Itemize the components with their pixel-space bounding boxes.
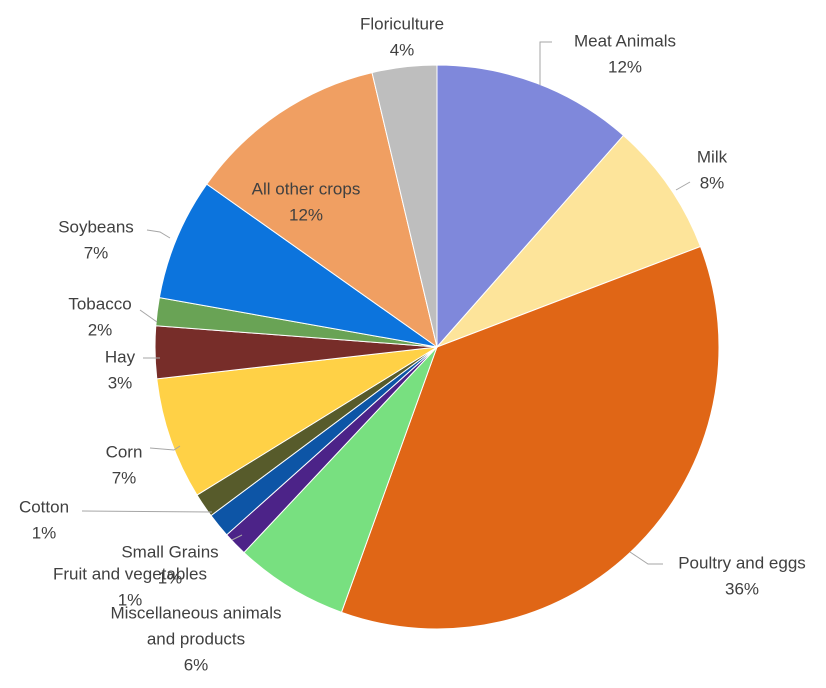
slice-label-fruit-and-vegetables: Fruit and vegetables bbox=[53, 564, 207, 583]
slice-percent-meat-animals: 12% bbox=[608, 57, 642, 76]
slice-percent-cotton: 1% bbox=[32, 523, 57, 542]
slice-labels: Meat Animals 12% Milk 8% Poultry and eggs 36%… bbox=[19, 14, 806, 674]
slice-label-floriculture: Floriculture bbox=[360, 14, 444, 33]
slice-label-milk: Milk bbox=[697, 147, 728, 166]
pie-slice-poultry-and-eggs bbox=[340, 245, 720, 630]
leader-line-poultry-and-eggs bbox=[629, 551, 663, 565]
slice-percent-all-other-crops: 12% bbox=[289, 205, 323, 224]
slice-percent-hay: 3% bbox=[108, 373, 133, 392]
slice-percent-tobacco: 2% bbox=[88, 320, 113, 339]
slice-percent-corn: 7% bbox=[112, 468, 137, 487]
pie-slices bbox=[154, 64, 720, 630]
slice-percent-fruit-and-vegetables: 1% bbox=[118, 590, 143, 609]
slice-label-miscellaneous-animals-and-products: and products bbox=[147, 629, 245, 648]
leader-lines bbox=[81, 41, 691, 565]
slice-label-poultry-and-eggs: Poultry and eggs bbox=[678, 553, 806, 572]
slice-label-soybeans: Soybeans bbox=[58, 217, 134, 236]
slice-label-miscellaneous-animals-and-products: Miscellaneous animals bbox=[110, 603, 281, 622]
slice-label-cotton: Cotton bbox=[19, 497, 69, 516]
leader-line-meat-animals bbox=[539, 41, 552, 85]
leader-line-milk bbox=[675, 181, 691, 191]
pie-slice-all-other-crops bbox=[206, 71, 438, 349]
pie-slice-milk bbox=[436, 134, 702, 348]
leader-line-tobacco bbox=[139, 309, 158, 323]
leader-line-soybeans bbox=[146, 229, 171, 239]
leader-line-corn bbox=[149, 445, 181, 451]
pie-slice-floriculture bbox=[371, 64, 438, 348]
slice-label-small-grains: Small Grains bbox=[121, 542, 218, 561]
slice-label-corn: Corn bbox=[106, 442, 143, 461]
slice-label-all-other-crops: All other crops bbox=[252, 179, 361, 198]
slice-percent-milk: 8% bbox=[700, 173, 725, 192]
pie-slice-miscellaneous-animals-and-products bbox=[243, 346, 438, 613]
leader-line-cotton bbox=[81, 510, 213, 513]
slice-percent-soybeans: 7% bbox=[84, 243, 109, 262]
leader-line-small-grains bbox=[231, 534, 243, 541]
pie-slice-soybeans bbox=[158, 183, 438, 348]
slice-label-tobacco: Tobacco bbox=[68, 294, 131, 313]
slice-percent-miscellaneous-animals-and-products: 6% bbox=[184, 655, 209, 674]
slice-percent-poultry-and-eggs: 36% bbox=[725, 579, 759, 598]
slice-percent-small-grains: 1% bbox=[158, 568, 183, 587]
pie-slice-meat-animals bbox=[436, 64, 625, 349]
slice-label-meat-animals: Meat Animals bbox=[574, 31, 676, 50]
pie-slice-corn bbox=[156, 346, 438, 496]
slice-percent-floriculture: 4% bbox=[390, 40, 415, 59]
slice-label-hay: Hay bbox=[105, 347, 136, 366]
